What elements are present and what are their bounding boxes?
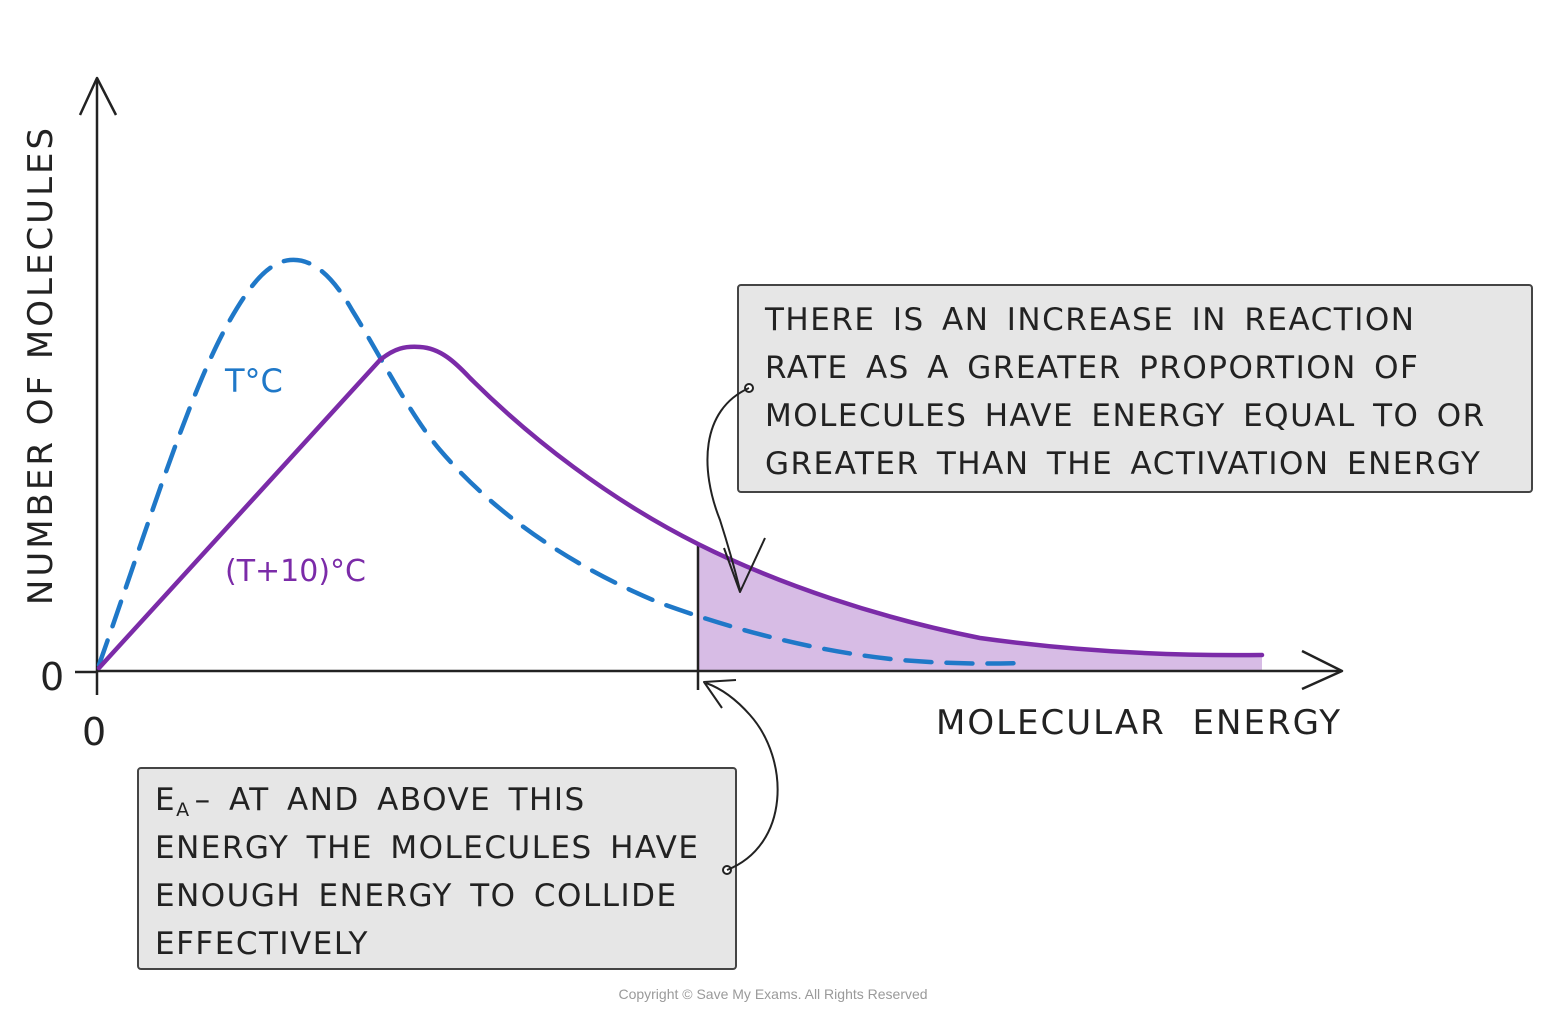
series-line-t bbox=[96, 257, 1023, 668]
ea-symbol: EA – AT AND ABOVE THIS bbox=[155, 782, 586, 821]
ea-annotation-line-1: – AT AND ABOVE THIS bbox=[195, 782, 586, 818]
x-axis-label: MOLECULAR ENERGY bbox=[936, 703, 1342, 743]
ea-annotation-line-3: ENOUGH ENERGY TO COLLIDE bbox=[155, 878, 678, 914]
x-axis bbox=[97, 649, 1344, 691]
series-label-t-plus-10: (T+10)°C bbox=[225, 554, 366, 589]
increase-arrow bbox=[706, 383, 766, 593]
ea-annotation: EA – AT AND ABOVE THIS ENERGY THE MOLECUL… bbox=[137, 767, 737, 970]
y-tick-label-0: 0 bbox=[40, 655, 64, 699]
increase-annotation-line-4: GREATER THAN THE ACTIVATION ENERGY bbox=[765, 446, 1481, 482]
ea-arrow bbox=[703, 679, 779, 875]
increase-annotation-box bbox=[737, 284, 1533, 493]
increase-annotation-line-1: THERE IS AN INCREASE IN REACTION bbox=[764, 302, 1415, 338]
ea-annotation-line-2: ENERGY THE MOLECULES HAVE bbox=[155, 830, 699, 866]
ea-annotation-box bbox=[137, 767, 737, 970]
series-line-t-plus-10 bbox=[96, 344, 1265, 671]
series-label-t: T°C bbox=[224, 362, 283, 400]
increase-annotation-line-3: MOLECULES HAVE ENERGY EQUAL TO OR bbox=[765, 398, 1486, 434]
x-tick-label-0: 0 bbox=[82, 710, 106, 754]
y-axis bbox=[75, 76, 118, 695]
ea-subscript: A bbox=[176, 799, 191, 821]
y-axis-label: NUMBER OF MOLECULES bbox=[21, 125, 61, 605]
ea-annotation-line-4: EFFECTIVELY bbox=[155, 926, 369, 962]
increase-annotation: THERE IS AN INCREASE IN REACTION RATE AS… bbox=[737, 284, 1533, 493]
increase-annotation-line-2: RATE AS A GREATER PROPORTION OF bbox=[765, 350, 1419, 386]
activation-energy-shaded-area bbox=[698, 544, 1262, 671]
copyright-notice: Copyright © Save My Exams. All Rights Re… bbox=[618, 986, 927, 1002]
